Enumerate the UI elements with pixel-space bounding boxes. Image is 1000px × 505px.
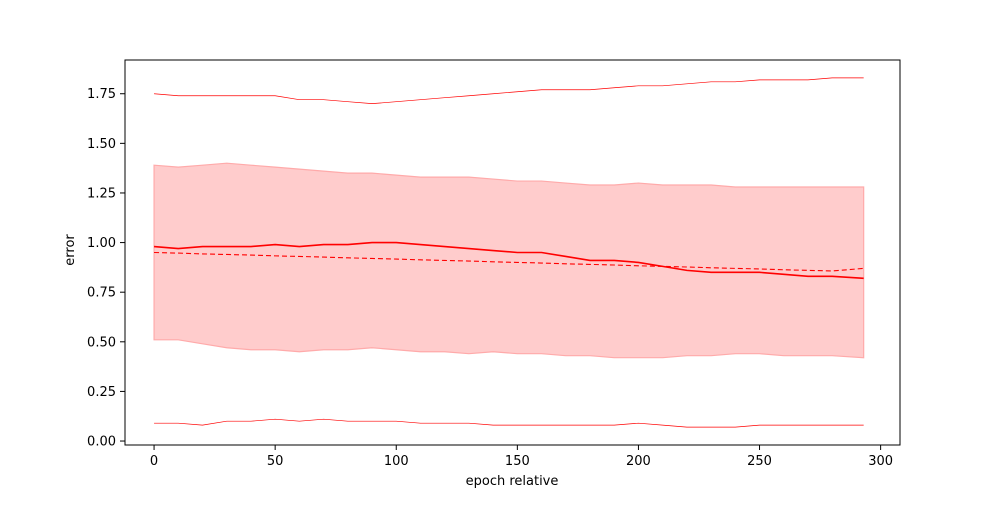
x-tick-label: 0 — [150, 454, 158, 469]
y-tick-label: 0.25 — [87, 385, 116, 400]
y-tick-label: 0.00 — [87, 435, 116, 450]
y-tick-label: 0.50 — [87, 335, 116, 350]
y-axis-label: error — [63, 234, 78, 266]
series-line-min — [154, 418, 864, 428]
y-tick-label: 0.75 — [87, 286, 116, 301]
y-tick-label: 1.50 — [87, 137, 116, 152]
x-tick-label: 200 — [626, 454, 651, 469]
y-axis: 0.00 0.25 0.50 0.75 1.00 1.25 1.50 1.75 — [87, 87, 125, 450]
x-tick-label: 250 — [747, 454, 772, 469]
y-tick-label: 1.00 — [87, 236, 116, 251]
x-tick-label: 300 — [868, 454, 893, 469]
series-line-max — [154, 77, 864, 105]
x-axis: 0 50 100 150 200 250 300 — [150, 445, 893, 469]
series-layer — [153, 77, 864, 428]
x-axis-label: epoch relative — [466, 474, 559, 489]
error-band-layer — [153, 162, 865, 359]
error-band — [153, 162, 865, 359]
series-line-trend — [154, 251, 864, 272]
y-tick-label: 1.75 — [87, 87, 116, 102]
x-tick-label: 100 — [384, 454, 409, 469]
y-tick-label: 1.25 — [87, 186, 116, 201]
series-line-mean — [153, 241, 864, 280]
plot-area — [124, 59, 901, 446]
x-tick-label: 150 — [505, 454, 530, 469]
x-tick-label: 50 — [267, 454, 284, 469]
